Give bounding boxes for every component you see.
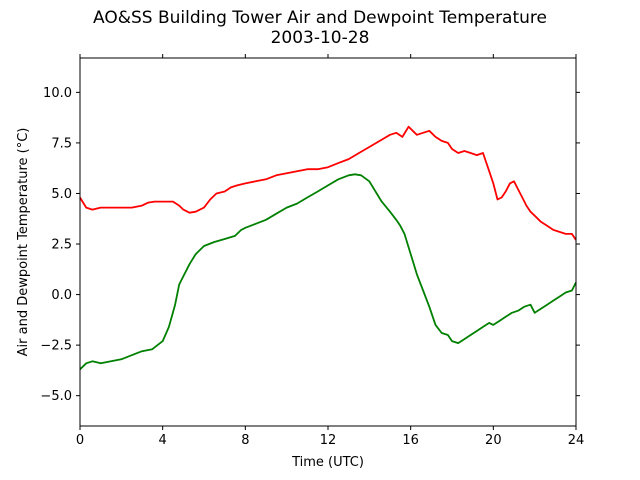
x-tick-label: 16	[402, 433, 419, 448]
y-tick-label: 0.0	[51, 288, 72, 303]
y-tick-label: 5.0	[51, 187, 72, 202]
x-tick-label: 4	[159, 433, 167, 448]
plot-frame	[79, 57, 577, 427]
axis-ticks: 0 4 8 12 16 20 24 −5.0 −2.5 0.0 2.5 5.0 7.5 10.0	[40, 54, 584, 448]
x-tick-label: 0	[76, 433, 84, 448]
chart-subtitle: 2003-10-28	[270, 28, 370, 48]
x-tick-label: 8	[241, 433, 249, 448]
series-line-2	[79, 173, 577, 371]
y-tick-label: 7.5	[51, 136, 72, 151]
chart-title: AO&SS Building Tower Air and Dewpoint Te…	[92, 8, 547, 28]
y-tick-label: −2.5	[40, 339, 72, 354]
x-tick-label: 20	[485, 433, 502, 448]
y-axis-label: Air and Dewpoint Temperature (°C)	[16, 128, 31, 357]
x-tick-label: 12	[320, 433, 337, 448]
series-line-1	[79, 125, 577, 241]
y-tick-label: 10.0	[43, 86, 72, 101]
y-tick-label: −5.0	[40, 389, 72, 404]
x-axis-label: Time (UTC)	[291, 455, 364, 470]
y-tick-label: 2.5	[51, 238, 72, 253]
x-tick-label: 24	[568, 433, 585, 448]
plot-lines	[79, 125, 577, 371]
